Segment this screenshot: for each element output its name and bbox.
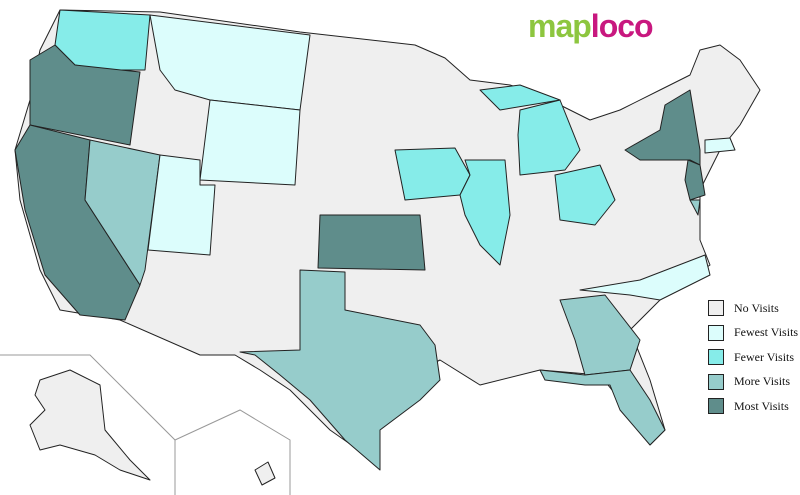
legend-label: Fewer Visits [734, 349, 795, 364]
logo-map: map [528, 8, 592, 44]
state-nevada[interactable] [84, 139, 161, 286]
legend-swatch [708, 324, 724, 341]
alaska[interactable] [29, 369, 151, 481]
legend-item-more: More Visits [708, 370, 798, 395]
hawaii[interactable] [254, 461, 276, 486]
legend-label: No Visits [734, 300, 779, 315]
state-connecticut[interactable] [704, 137, 736, 154]
legend-swatch [708, 398, 724, 415]
state-new-jersey[interactable] [684, 159, 706, 201]
state-wyoming[interactable] [199, 99, 301, 186]
state-utah[interactable] [147, 154, 216, 256]
maploco-logo: maploco [528, 8, 654, 45]
legend-item-fewest: Fewest Visits [708, 321, 798, 346]
state-illinois[interactable] [459, 159, 511, 266]
legend-label: Fewest Visits [734, 325, 799, 340]
state-florida[interactable] [539, 369, 666, 446]
state-iowa[interactable] [394, 147, 471, 201]
state-delaware[interactable] [689, 199, 701, 216]
legend-swatch [708, 300, 724, 317]
legend-swatch [708, 349, 724, 366]
alaska-inset-border [0, 354, 176, 495]
state-ohio[interactable] [554, 164, 616, 226]
legend-swatch [708, 373, 724, 390]
legend: No Visits Fewest Visits Fewer Visits Mor… [708, 296, 798, 419]
state-new-york[interactable] [624, 89, 701, 166]
legend-label: More Visits [734, 374, 791, 389]
legend-item-fewer: Fewer Visits [708, 345, 798, 370]
state-texas[interactable] [239, 269, 441, 471]
state-kansas[interactable] [317, 214, 426, 271]
legend-item-no-visits: No Visits [708, 296, 798, 321]
logo-loco: loco [590, 8, 654, 44]
legend-label: Most Visits [734, 398, 789, 413]
state-north-carolina[interactable] [579, 254, 711, 301]
legend-item-most: Most Visits [708, 394, 798, 419]
state-michigan[interactable] [479, 84, 561, 111]
hawaii-inset-border [174, 409, 291, 495]
